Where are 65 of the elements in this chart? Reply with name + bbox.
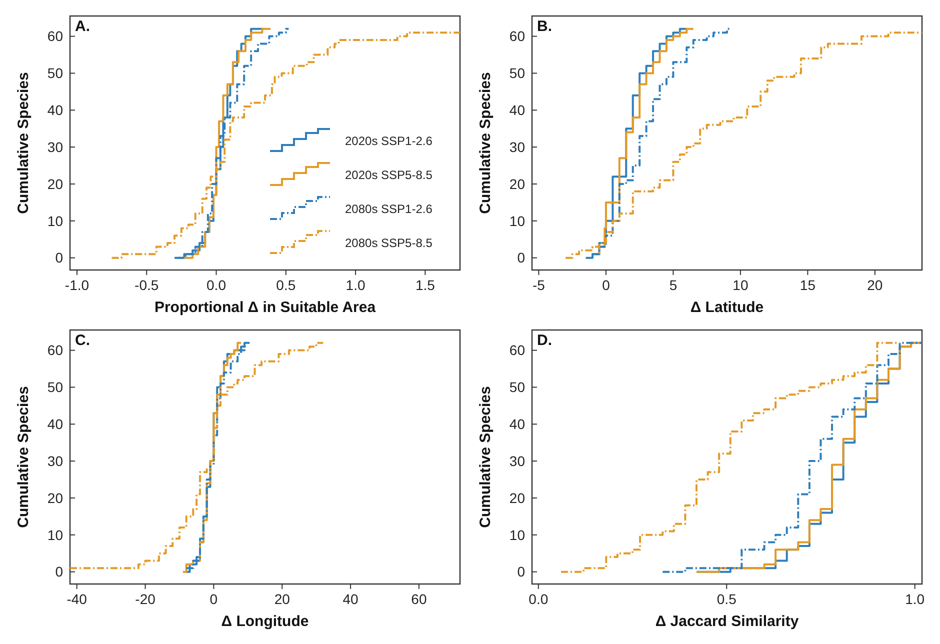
y-tick-label: 50 xyxy=(509,379,526,396)
x-tick-label: 60 xyxy=(411,591,427,607)
y-tick-label: 0 xyxy=(55,250,64,266)
legend-label: 2080s SSP1-2.6 xyxy=(345,202,433,216)
x-tick-label: 0.5 xyxy=(716,591,737,607)
x-tick-label: 0 xyxy=(602,277,610,293)
x-tick-label: -1.0 xyxy=(64,277,90,293)
y-tick-label: 40 xyxy=(47,102,64,118)
chart-title: C. xyxy=(75,332,90,349)
x-tick-label: 15 xyxy=(800,277,816,293)
x-tick-label: 1.0 xyxy=(346,277,366,293)
x-tick-label: 5 xyxy=(669,277,678,293)
chart-title: B. xyxy=(537,18,552,35)
y-tick-label: 30 xyxy=(47,452,64,469)
x-axis-title: Δ Latitude xyxy=(690,299,764,316)
y-tick-label: 50 xyxy=(47,379,64,396)
x-tick-label: 10 xyxy=(732,277,748,293)
x-tick-label: -20 xyxy=(135,591,156,607)
x-tick-label: 0.0 xyxy=(528,591,548,607)
x-tick-label: -40 xyxy=(66,591,88,607)
y-axis-title: Cumulative Species xyxy=(477,386,494,528)
y-tick-label: 50 xyxy=(509,65,526,82)
y-tick-label: 60 xyxy=(509,342,526,358)
x-tick-label: -5 xyxy=(532,277,546,293)
x-tick-label: 0.0 xyxy=(206,277,226,293)
y-tick-label: 10 xyxy=(47,526,64,543)
x-tick-label: 20 xyxy=(867,277,883,293)
x-tick-label: 0.5 xyxy=(276,277,296,293)
x-axis-title: Δ Jaccard Similarity xyxy=(655,613,800,630)
chart-title: D. xyxy=(537,332,552,349)
x-tick-label: 0 xyxy=(210,591,218,607)
x-axis-title: Proportional Δ in Suitable Area xyxy=(154,299,376,316)
y-tick-label: 40 xyxy=(509,416,526,432)
y-axis-title: Cumulative Species xyxy=(15,72,32,214)
y-tick-label: 0 xyxy=(517,564,526,580)
y-tick-label: 20 xyxy=(47,490,64,506)
x-tick-label: 1.0 xyxy=(905,591,925,607)
y-tick-label: 30 xyxy=(509,452,526,469)
legend-label: 2020s SSP5-8.5 xyxy=(345,168,433,182)
y-tick-label: 10 xyxy=(47,212,64,229)
y-axis-title: Cumulative Species xyxy=(15,386,32,528)
y-tick-label: 0 xyxy=(55,564,64,580)
y-tick-label: 0 xyxy=(517,250,526,266)
y-tick-label: 60 xyxy=(47,28,64,44)
y-tick-label: 40 xyxy=(47,416,64,432)
chart-title: A. xyxy=(75,18,90,35)
legend-label: 2080s SSP5-8.5 xyxy=(345,236,433,250)
y-tick-label: 10 xyxy=(509,526,526,543)
y-tick-label: 40 xyxy=(509,102,526,118)
y-tick-label: 50 xyxy=(47,65,64,82)
y-tick-label: 20 xyxy=(47,176,64,192)
y-tick-label: 60 xyxy=(47,342,64,358)
x-tick-label: -0.5 xyxy=(134,277,159,293)
x-tick-label: 20 xyxy=(274,591,290,607)
y-axis-title: Cumulative Species xyxy=(477,72,494,214)
y-tick-label: 10 xyxy=(509,212,526,229)
y-tick-label: 30 xyxy=(509,138,526,155)
x-axis-title: Δ Longitude xyxy=(221,613,309,630)
y-tick-label: 60 xyxy=(509,28,526,44)
x-tick-label: 1.5 xyxy=(415,277,436,293)
y-tick-label: 20 xyxy=(509,490,526,506)
y-tick-label: 30 xyxy=(47,138,64,155)
y-tick-label: 20 xyxy=(509,176,526,192)
legend-label: 2020s SSP1-2.6 xyxy=(345,134,433,148)
x-tick-label: 40 xyxy=(342,591,359,607)
